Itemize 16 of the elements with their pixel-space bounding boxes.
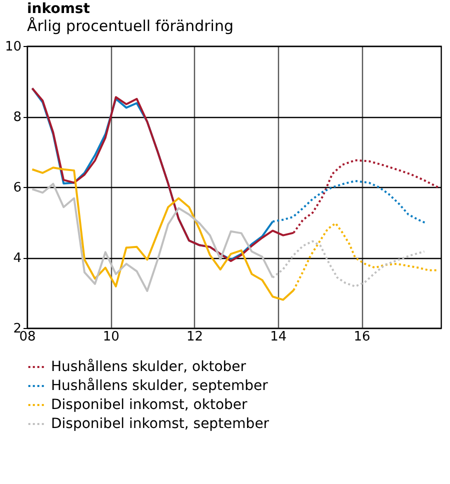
y-tick-label: 8	[13, 110, 22, 125]
chart-title: inkomst	[27, 1, 90, 17]
y-tick-label: 10	[4, 40, 22, 54]
x-tick-label: 16	[354, 330, 370, 344]
legend-label: Hushållens skulder, september	[51, 377, 268, 394]
legend-label: Disponibel inkomst, september	[51, 416, 270, 432]
x-tick-label: 14	[270, 330, 287, 344]
x-tick-label: 08	[19, 330, 36, 344]
legend-label: Disponibel inkomst, oktober	[51, 397, 248, 413]
x-tick-label: 10	[102, 330, 120, 344]
x-tick-label: 12	[186, 330, 204, 344]
legend-label: Hushållens skulder, oktober	[51, 358, 246, 375]
y-tick-label: 6	[13, 180, 22, 196]
y-tick-label: 2	[13, 322, 22, 336]
chart-subtitle: Årlig procentuell förändring	[27, 17, 234, 35]
y-tick-label: 4	[13, 251, 22, 266]
